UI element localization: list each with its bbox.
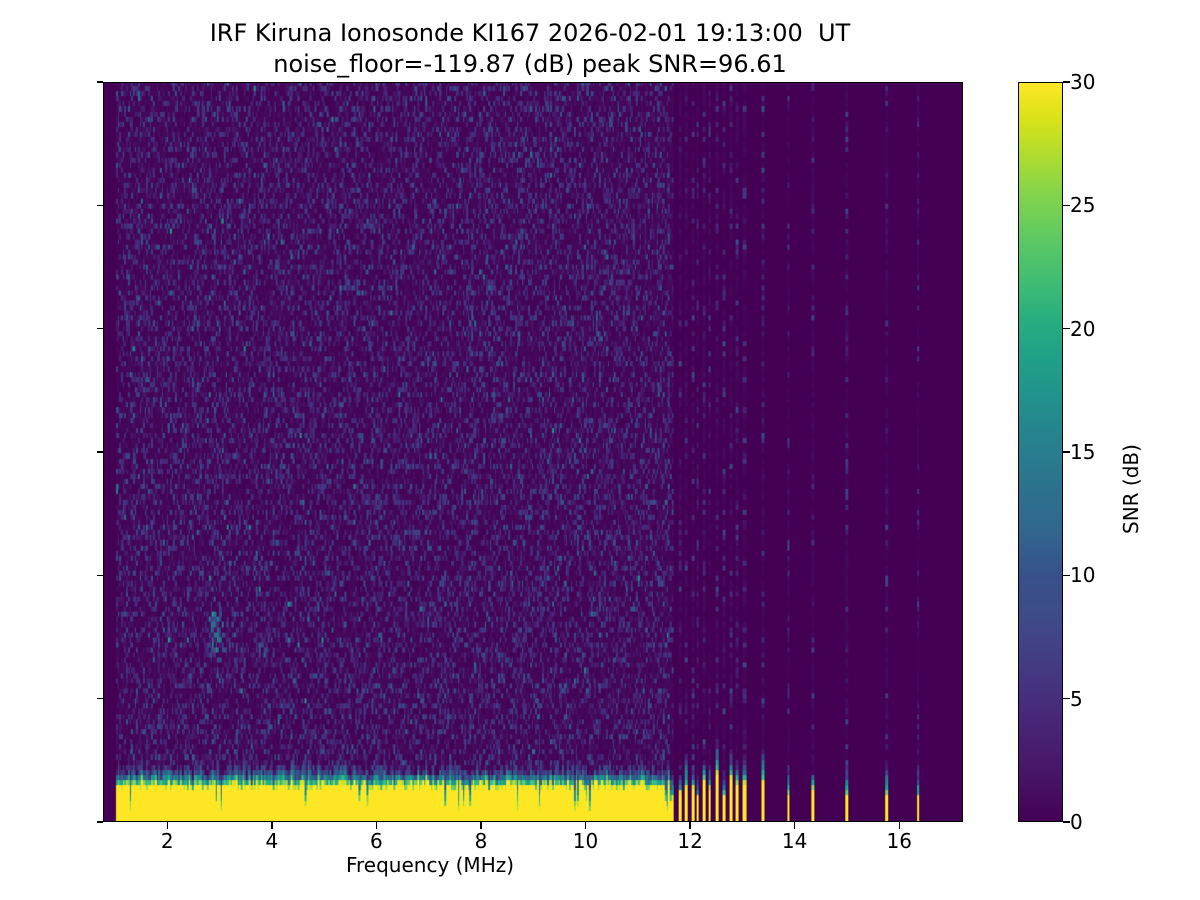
ionogram-plot-area[interactable] (103, 82, 963, 822)
colorbar-gradient (1018, 82, 1063, 822)
colorbar-tick-mark (1063, 698, 1070, 700)
colorbar-tick-label: 5 (1070, 686, 1083, 711)
x-tick-mark (898, 822, 900, 829)
colorbar: SNR (dB) 30 25 20 15 10 5 0 (1018, 70, 1143, 834)
colorbar-tick-label: 0 (1070, 810, 1083, 834)
y-tick-mark (96, 574, 103, 576)
x-tick-label: 12 (677, 829, 703, 853)
title-line-1: IRF Kiruna Ionosonde KI167 2026-02-01 19… (209, 19, 851, 47)
x-tick-mark (584, 822, 587, 829)
colorbar-tick-label: 15 (1070, 440, 1096, 464)
x-tick-mark (271, 822, 273, 829)
colorbar-tick-mark (1063, 81, 1070, 83)
x-tick-label: 6 (370, 829, 383, 853)
colorbar-tick-mark (1063, 821, 1070, 823)
x-tick-label: 16 (886, 829, 912, 853)
title-line-2: noise_floor=-119.87 (dB) peak SNR=96.61 (273, 50, 787, 78)
x-tick-mark (689, 822, 691, 829)
x-tick-label: 14 (781, 829, 808, 853)
colorbar-tick-label: 20 (1070, 316, 1096, 341)
x-tick-label: 4 (265, 829, 279, 853)
x-tick-mark (375, 822, 378, 829)
y-tick-mark (96, 204, 103, 206)
figure-title: IRF Kiruna Ionosonde KI167 2026-02-01 19… (0, 18, 1060, 80)
colorbar-tick-label: 10 (1070, 563, 1096, 588)
x-tick-label: 8 (474, 829, 488, 853)
x-tick-mark (480, 822, 482, 829)
x-tick-mark (166, 822, 168, 829)
colorbar-tick-label: 25 (1070, 193, 1096, 218)
y-tick-mark (96, 328, 103, 330)
colorbar-tick-mark (1063, 574, 1070, 576)
y-tick-mark (96, 81, 103, 83)
x-tick-mark (794, 822, 796, 829)
colorbar-tick-label: 30 (1070, 70, 1096, 94)
colorbar-label: SNR (dB) (1119, 444, 1143, 534)
x-tick-label: 10 (572, 829, 599, 853)
x-tick-label: 2 (160, 829, 174, 853)
colorbar-tick-mark (1063, 328, 1070, 330)
x-axis-label: Frequency (MHz) (345, 853, 515, 877)
y-tick-mark (96, 821, 103, 823)
y-tick-mark (96, 698, 103, 700)
y-tick-mark (96, 451, 103, 453)
colorbar-tick-mark (1063, 204, 1070, 206)
ionogram-heatmap-canvas (104, 83, 962, 821)
colorbar-tick-mark (1063, 451, 1070, 453)
